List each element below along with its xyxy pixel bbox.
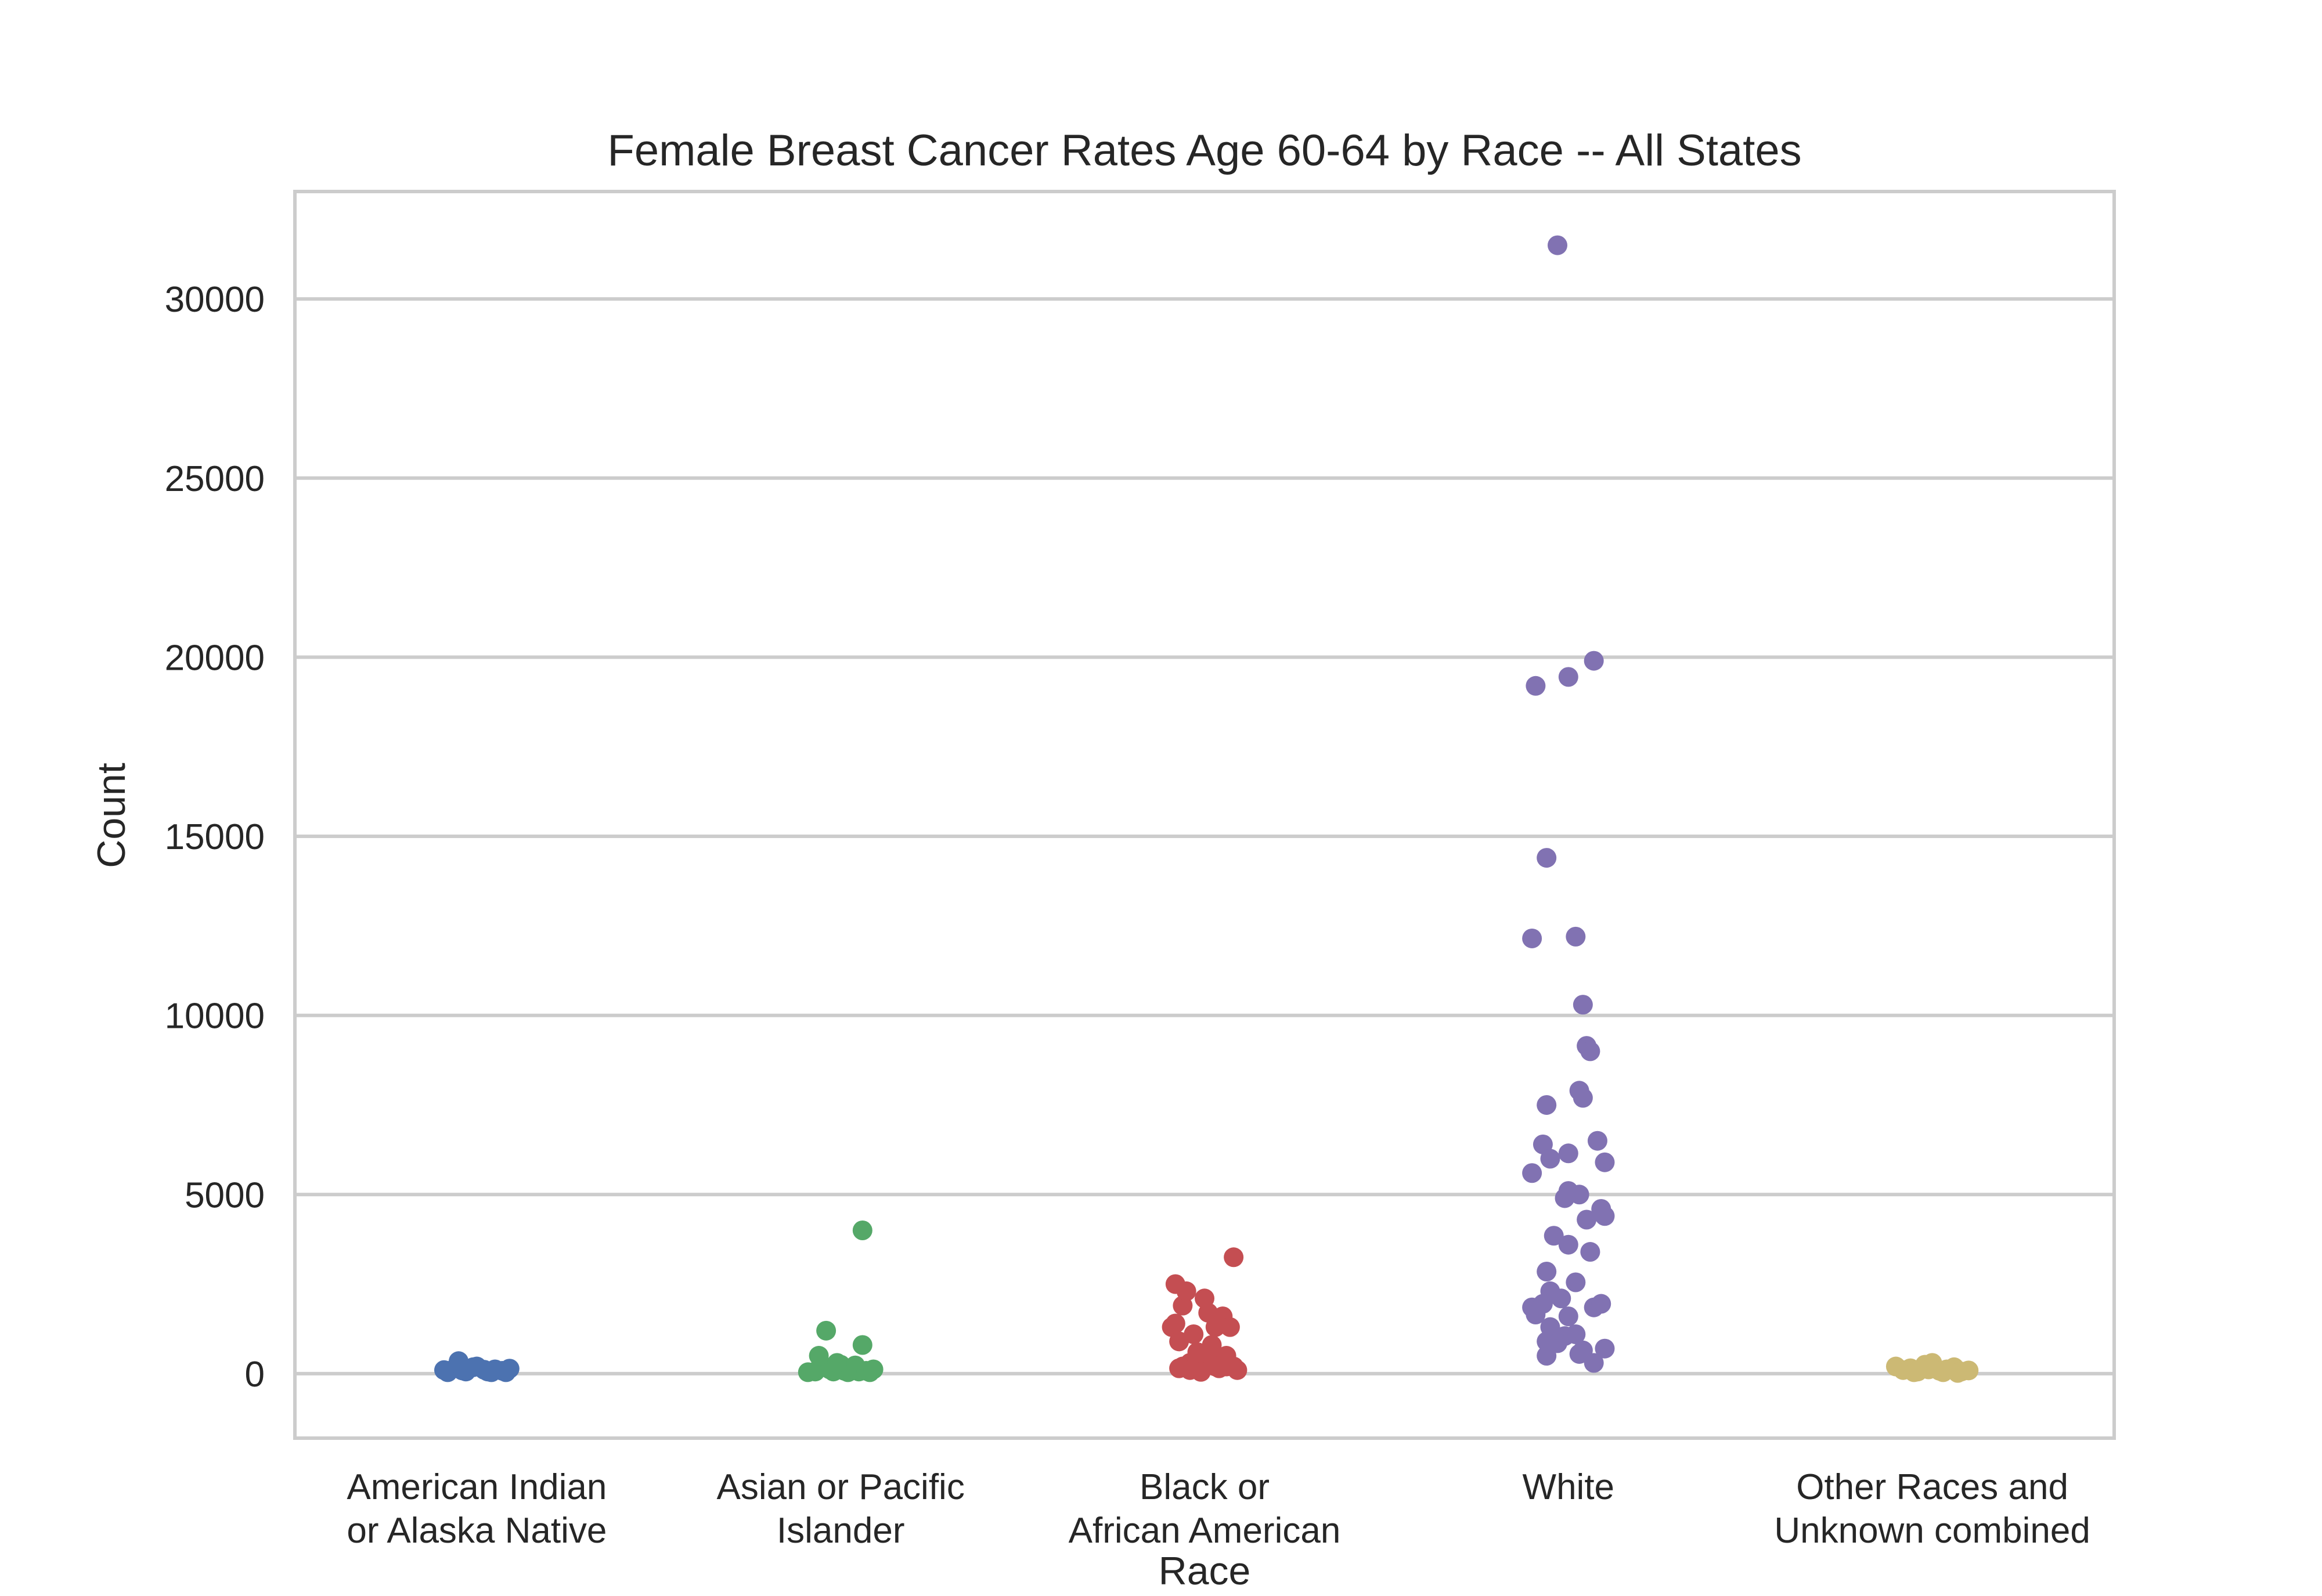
y-tick-label: 30000 bbox=[165, 280, 265, 320]
data-point bbox=[1558, 1234, 1578, 1255]
data-point bbox=[1580, 1041, 1600, 1061]
data-point bbox=[1522, 1163, 1542, 1183]
data-point bbox=[863, 1359, 884, 1380]
data-point bbox=[1537, 1261, 1557, 1281]
data-point bbox=[1558, 1306, 1578, 1327]
data-point bbox=[1584, 651, 1604, 671]
y-tick-label: 25000 bbox=[165, 459, 265, 499]
data-point bbox=[1584, 1353, 1604, 1373]
data-point bbox=[1566, 926, 1586, 947]
x-axis-label: Race bbox=[1159, 1549, 1251, 1593]
data-point bbox=[1595, 1206, 1615, 1226]
data-point bbox=[1184, 1324, 1204, 1344]
data-point bbox=[1224, 1247, 1244, 1268]
data-point bbox=[809, 1346, 829, 1366]
data-point bbox=[1580, 1242, 1600, 1262]
data-point bbox=[1533, 1294, 1553, 1314]
data-point bbox=[481, 1362, 502, 1382]
x-tick-label: Other Races and Unknown combined bbox=[1774, 1467, 2090, 1551]
data-point bbox=[1558, 1143, 1578, 1164]
data-point bbox=[1165, 1313, 1185, 1334]
data-point bbox=[496, 1362, 516, 1382]
chart-title: Female Breast Cancer Rates Age 60-64 by … bbox=[607, 126, 1801, 175]
data-point bbox=[1176, 1281, 1196, 1301]
x-tick-label: American Indian or Alaska Native bbox=[347, 1467, 607, 1551]
data-point bbox=[1573, 995, 1593, 1015]
data-point bbox=[1948, 1363, 1968, 1383]
plot-frame bbox=[293, 190, 2116, 1440]
data-point bbox=[1522, 928, 1542, 948]
data-point bbox=[1577, 1209, 1597, 1230]
y-tick-labels: 0 5000 10000 15000 20000 25000 30000 bbox=[165, 280, 265, 1395]
data-point bbox=[1591, 1294, 1611, 1314]
y-tick-label: 10000 bbox=[165, 996, 265, 1037]
data-point bbox=[1555, 1188, 1575, 1208]
data-point bbox=[1169, 1358, 1189, 1378]
points-layer bbox=[434, 235, 1979, 1383]
data-point bbox=[1205, 1356, 1225, 1377]
data-point bbox=[434, 1360, 454, 1380]
x-tick-label: Asian or Pacific Islander bbox=[717, 1467, 965, 1551]
data-point bbox=[1551, 1288, 1571, 1309]
data-point bbox=[1919, 1359, 1939, 1380]
y-tick-label: 15000 bbox=[165, 817, 265, 857]
grid-layer bbox=[295, 297, 2114, 1375]
data-point bbox=[1537, 1095, 1557, 1115]
data-point bbox=[852, 1335, 872, 1355]
data-point bbox=[816, 1320, 837, 1341]
data-point bbox=[1566, 1272, 1586, 1292]
data-point bbox=[827, 1353, 847, 1373]
x-tick-label: White bbox=[1523, 1467, 1614, 1507]
data-point bbox=[852, 1221, 872, 1240]
data-point bbox=[1566, 1324, 1586, 1344]
data-point bbox=[1537, 848, 1557, 868]
data-point bbox=[1547, 235, 1567, 255]
data-point bbox=[1595, 1152, 1615, 1172]
data-point bbox=[1595, 1338, 1615, 1359]
data-point bbox=[1587, 1131, 1607, 1151]
data-point bbox=[1547, 1333, 1567, 1353]
data-point bbox=[1220, 1317, 1240, 1337]
data-point bbox=[1544, 1226, 1564, 1246]
y-tick-label: 5000 bbox=[185, 1175, 265, 1215]
data-point bbox=[1573, 1088, 1593, 1108]
data-point bbox=[1224, 1356, 1244, 1377]
y-axis-label: Count bbox=[89, 763, 134, 868]
data-point bbox=[1169, 1331, 1189, 1352]
data-point bbox=[1569, 1344, 1589, 1364]
data-point bbox=[1540, 1149, 1560, 1169]
data-point bbox=[1558, 667, 1578, 687]
y-tick-label: 0 bbox=[245, 1355, 265, 1395]
y-tick-label: 20000 bbox=[165, 638, 265, 678]
data-point bbox=[449, 1351, 469, 1371]
data-point bbox=[1526, 676, 1546, 696]
x-tick-label: Black or African American bbox=[1069, 1467, 1341, 1551]
x-tick-labels: American Indian or Alaska Native Asian or … bbox=[347, 1467, 2090, 1551]
